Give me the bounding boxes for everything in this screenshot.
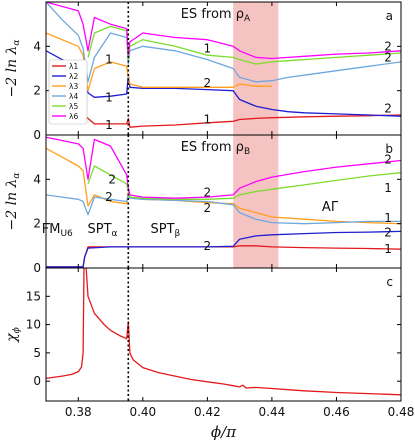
- degeneracy-label-a-7: 2: [384, 50, 392, 64]
- legend-label-4: λ5: [69, 102, 78, 111]
- degeneracy-label-a-0: 1: [105, 53, 113, 67]
- phase-label-2: SPTβ: [151, 222, 181, 239]
- xtick-label-1: 0.40: [129, 405, 156, 419]
- degeneracy-label-b-0: 2: [108, 172, 116, 186]
- phase-label-1: SPTα: [87, 222, 117, 239]
- xtick-label-0: 0.38: [65, 405, 92, 419]
- panel-label-a: a: [386, 9, 393, 23]
- series-b-λ3: [46, 147, 401, 225]
- degeneracy-label-b-8: 2: [384, 226, 392, 240]
- phase-label-0: FMU6: [42, 222, 73, 239]
- degeneracy-label-a-3: 1: [204, 42, 212, 56]
- degeneracy-label-a-8: 2: [384, 101, 392, 115]
- ylabel-b: −2 ln λα: [4, 173, 22, 231]
- legend-label-3: λ4: [69, 92, 78, 101]
- series-b-λ1: [46, 245, 401, 268]
- xlabel: ϕ/π: [211, 423, 237, 441]
- series-c-χ: [46, 268, 401, 396]
- ylabel-c: χϕ: [4, 327, 22, 343]
- xtick-label-5: 0.48: [388, 405, 415, 419]
- ytick-label-c-3: 15: [26, 289, 41, 303]
- phase-label-3: AΓ: [322, 200, 339, 215]
- series-b-λ6: [46, 136, 401, 199]
- panel-label-b: b: [385, 142, 393, 156]
- degeneracy-label-b-9: 1: [384, 242, 392, 256]
- ylabel-a: −2 ln λα: [4, 40, 22, 98]
- ytick-label-a-0: 0: [33, 128, 41, 142]
- series-a-λ6: [46, 2, 401, 60]
- series-b-λ5: [87, 165, 401, 200]
- panel-c-frame: [45, 267, 402, 402]
- data-lines: [46, 2, 401, 396]
- degeneracy-label-b-5: 2: [384, 152, 392, 166]
- ytick-label-a-2: 4: [33, 39, 41, 53]
- ytick-label-b-0: 0: [33, 261, 41, 275]
- ytick-label-a-1: 2: [33, 84, 41, 98]
- degeneracy-label-a-1: 1: [105, 90, 113, 104]
- legend-label-5: λ6: [69, 112, 78, 121]
- degeneracy-label-a-2: 1: [105, 118, 113, 132]
- degeneracy-label-a-6: 2: [384, 39, 392, 53]
- legend-label-0: λ1: [69, 62, 78, 71]
- legend-label-2: λ3: [69, 82, 78, 91]
- xtick-label-4: 0.46: [323, 405, 350, 419]
- shaded-regions: [233, 2, 279, 268]
- ytick-label-b-1: 2: [33, 217, 41, 231]
- ytick-label-b-2: 4: [33, 172, 41, 186]
- series-a-λ2: [46, 50, 401, 117]
- degeneracy-label-a-5: 1: [204, 112, 212, 126]
- series-a-λ5: [87, 25, 401, 65]
- panel-title-b: ES from ρB: [181, 140, 250, 157]
- ytick-label-c-0: 0: [33, 374, 41, 388]
- series-b-λ2: [46, 230, 401, 268]
- ytick-label-c-2: 10: [26, 318, 41, 332]
- panel-c-series: [46, 268, 401, 396]
- degeneracy-label-a-4: 2: [204, 76, 212, 90]
- series-a-λ1: [84, 114, 401, 128]
- degeneracy-label-b-1: 2: [105, 190, 113, 204]
- panel-b-series: [46, 136, 401, 268]
- series-a-λ3: [46, 32, 272, 92]
- series-b-λ4: [46, 194, 401, 225]
- xtick-label-3: 0.44: [259, 405, 286, 419]
- shaded-region-a: [233, 2, 279, 135]
- degeneracy-label-b-2: 2: [204, 186, 212, 200]
- degeneracy-label-b-7: 1: [384, 211, 392, 225]
- degeneracy-label-b-4: 2: [204, 239, 212, 253]
- xtick-label-2: 0.42: [194, 405, 221, 419]
- degeneracy-label-b-6: 1: [384, 181, 392, 195]
- panel-label-c: c: [386, 275, 393, 289]
- ytick-label-c-1: 5: [33, 346, 41, 360]
- legend-box: [48, 59, 88, 125]
- degeneracy-label-b-3: 2: [204, 201, 212, 215]
- legend-label-1: λ2: [69, 72, 78, 81]
- panel-title-a: ES from ρA: [181, 7, 251, 24]
